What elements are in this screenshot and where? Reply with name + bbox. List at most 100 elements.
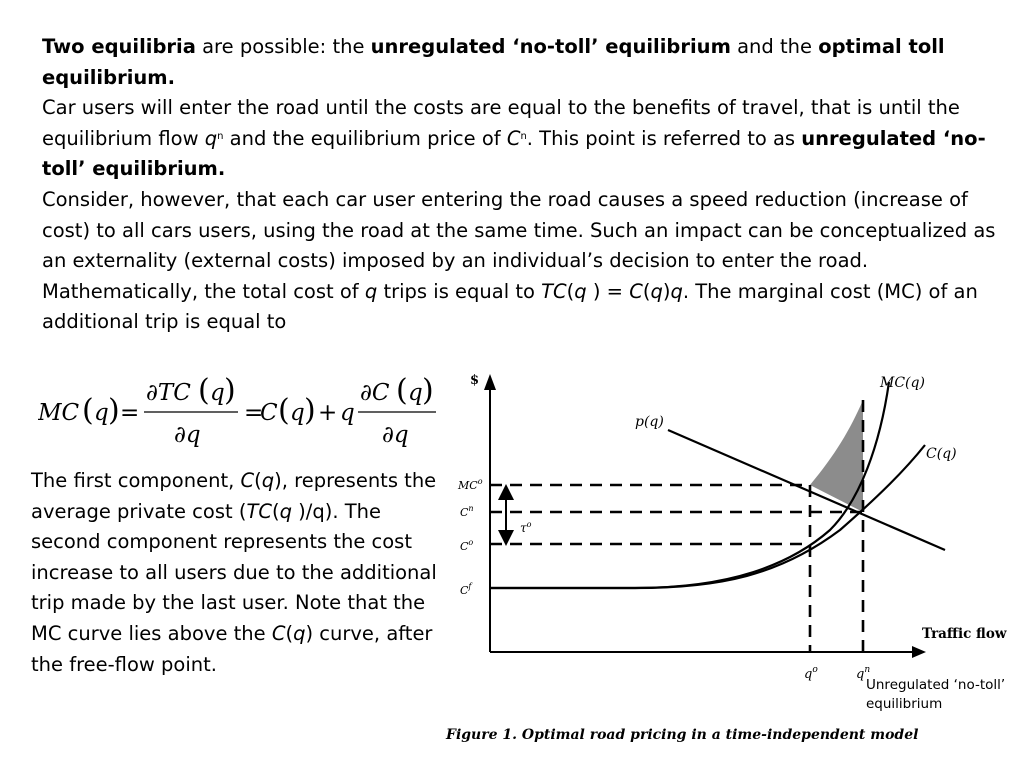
text-span: ( bbox=[566, 279, 575, 303]
demand-curve-p bbox=[667, 428, 946, 552]
var-q: q bbox=[364, 279, 378, 303]
formula-q: q bbox=[408, 380, 423, 406]
formula-partial-q: ∂q bbox=[174, 422, 201, 448]
formula-q: q bbox=[340, 400, 355, 426]
var-tc: TC bbox=[246, 499, 272, 523]
toll-label: τo bbox=[520, 520, 532, 535]
text-span: ( bbox=[271, 499, 280, 523]
text-span: and the bbox=[730, 35, 819, 58]
text-span: ) = bbox=[586, 279, 630, 303]
formula-paren: ) bbox=[108, 393, 120, 428]
tick-qo-sup: o bbox=[812, 665, 818, 675]
text-span: Car users will enter the road until the … bbox=[42, 96, 960, 150]
text-span: ) bbox=[662, 279, 671, 303]
figure-caption: Figure 1. Optimal road pricing in a time… bbox=[445, 727, 918, 743]
var-q: q bbox=[261, 469, 275, 492]
var-q: q bbox=[650, 279, 663, 303]
paragraph-externality: Consider, however, that each car user en… bbox=[42, 185, 997, 277]
formula-paren: ) bbox=[422, 373, 434, 408]
formula-paren: ) bbox=[304, 393, 316, 428]
tick-co-base: C bbox=[460, 540, 469, 553]
text-span: ( bbox=[285, 621, 294, 645]
c-curve-label: C(q) bbox=[926, 446, 957, 462]
road-pricing-figure: $ Traffic flow MC(q) p(q) C(q) MCo Cn Co… bbox=[445, 373, 1007, 743]
formula-paren: ( bbox=[82, 393, 94, 428]
y-axis-label: $ bbox=[470, 373, 479, 388]
tick-qo: qo bbox=[804, 665, 818, 682]
var-tc: TC bbox=[541, 279, 567, 303]
tick-qn-base: q bbox=[856, 667, 864, 682]
note-line-2: equilibrium bbox=[866, 696, 943, 712]
formula-c: C bbox=[260, 400, 278, 426]
bold-optimal-toll: optimal toll equilibrium. bbox=[42, 35, 945, 89]
note-line-1: Unregulated ‘no-toll’ bbox=[866, 677, 1006, 693]
tick-cf-base: C bbox=[460, 584, 469, 597]
var-q: q bbox=[279, 499, 292, 523]
formula-q: q bbox=[94, 400, 109, 426]
explanation-text: The first component, C(q), represents th… bbox=[31, 466, 451, 680]
tick-qo-base: q bbox=[804, 667, 812, 682]
c-curve bbox=[490, 444, 926, 590]
toll-arrow-up bbox=[498, 484, 514, 500]
text-span: Consider, however, that each car user en… bbox=[42, 187, 996, 273]
text-span: trips is equal to bbox=[377, 279, 542, 303]
tick-qn: qn bbox=[856, 665, 870, 682]
formula-partial-c: ∂C bbox=[360, 380, 390, 406]
text-span: . This point is referred to as bbox=[526, 126, 802, 150]
tick-co-sup: o bbox=[468, 538, 473, 547]
var-c: C bbox=[240, 469, 255, 492]
tick-cn: Cn bbox=[460, 504, 474, 519]
var-c: C bbox=[271, 621, 286, 645]
var-q: q bbox=[574, 279, 587, 303]
bold-no-toll: unregulated ‘no-toll’ equilibrium bbox=[370, 35, 731, 58]
text-span: The first component, bbox=[31, 469, 241, 492]
paragraph-car-users: Car users will enter the road until the … bbox=[42, 93, 997, 185]
text-span: ) curve, after the free-flow point. bbox=[31, 621, 433, 676]
formula-paren: ) bbox=[224, 373, 236, 408]
var-c: C bbox=[506, 126, 521, 150]
tick-cn-sup: n bbox=[468, 504, 473, 513]
toll-label-base: τ bbox=[520, 521, 527, 535]
sup-n: n bbox=[520, 130, 527, 142]
mc-curve-label: MC(q) bbox=[879, 375, 925, 391]
toll-arrow-down bbox=[498, 530, 514, 546]
text-span: and the equilibrium price of bbox=[223, 126, 507, 150]
tick-mco: MCo bbox=[457, 477, 483, 492]
text-span: ), represents the average private cost ( bbox=[31, 469, 437, 523]
marginal-cost-formula: MC ( q ) = ∂TC ( q ) ∂q = C ( q ) + q ∂C… bbox=[38, 373, 436, 448]
var-q: q bbox=[204, 126, 218, 150]
formula-partial-q: ∂q bbox=[382, 422, 409, 448]
tick-co: Co bbox=[460, 538, 473, 553]
formula-paren: ( bbox=[396, 373, 408, 408]
paragraph-equilibria: Two equilibria are possible: the unregul… bbox=[42, 32, 997, 93]
var-c: C bbox=[629, 279, 643, 303]
var-q: q bbox=[670, 279, 683, 303]
tick-cn-base: C bbox=[460, 506, 469, 519]
paragraph-mathematically: Mathematically, the total cost of q trip… bbox=[42, 277, 997, 338]
tick-cf: Cf bbox=[460, 582, 473, 597]
text-span: )/q). The second component represents th… bbox=[31, 499, 437, 645]
x-axis-arrow bbox=[912, 646, 926, 658]
text-span: . The marginal cost (MC) of an additiona… bbox=[42, 279, 978, 334]
welfare-loss-area bbox=[810, 400, 863, 512]
intro-text: Two equilibria are possible: the unregul… bbox=[42, 32, 997, 338]
formula-plus: + bbox=[318, 400, 337, 426]
text-span: are possible: the bbox=[195, 35, 371, 58]
formula-equals: = bbox=[244, 400, 263, 426]
bold-no-toll: unregulated ‘no-toll’ equilibrium. bbox=[42, 126, 986, 181]
formula-paren: ( bbox=[278, 393, 290, 428]
text-span: ( bbox=[642, 279, 651, 303]
x-axis-label: Traffic flow bbox=[922, 626, 1007, 642]
formula-q: q bbox=[290, 400, 305, 426]
tick-qn-sup: n bbox=[864, 665, 870, 675]
toll-label-sup: o bbox=[527, 520, 532, 529]
formula-mc: MC bbox=[38, 400, 80, 426]
y-axis-arrow bbox=[484, 374, 496, 390]
formula-equals: = bbox=[120, 400, 139, 426]
sup-n: n bbox=[217, 130, 224, 142]
formula-paren: ( bbox=[198, 373, 210, 408]
p-curve-label: p(q) bbox=[635, 414, 664, 430]
text-span: Mathematically, the total cost of bbox=[42, 279, 365, 303]
formula-q: q bbox=[210, 380, 225, 406]
formula-partial-tc: ∂TC bbox=[146, 380, 191, 406]
